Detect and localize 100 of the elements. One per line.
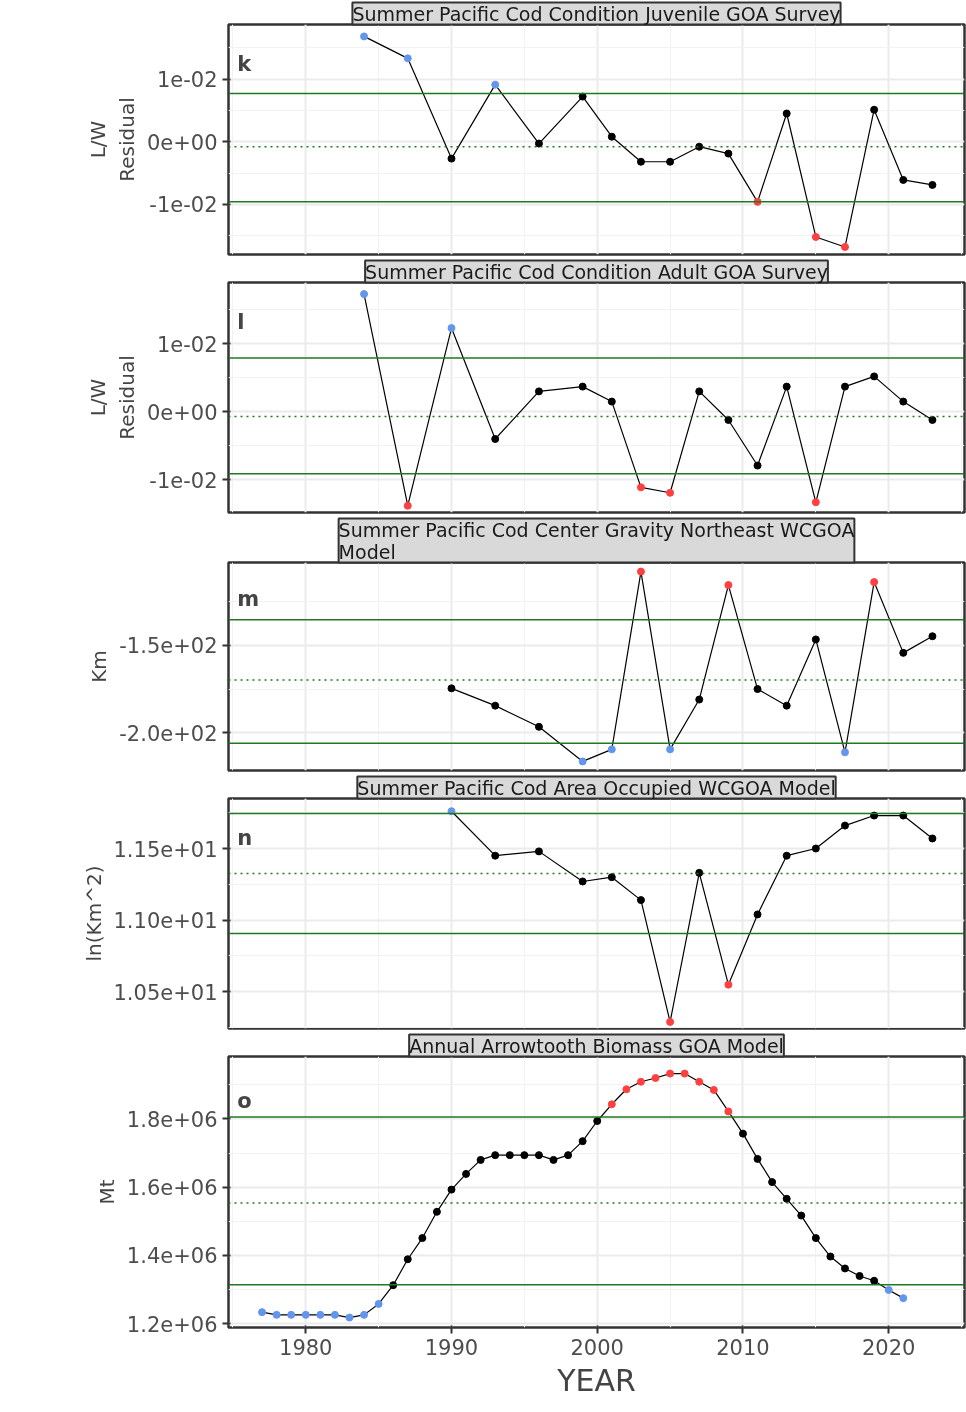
point xyxy=(840,242,849,251)
point xyxy=(695,142,704,151)
point xyxy=(753,1154,762,1163)
point xyxy=(578,92,587,101)
point xyxy=(491,1151,500,1160)
y-tick-label: 1.6e+06 xyxy=(126,1176,218,1201)
point xyxy=(636,483,645,492)
point xyxy=(811,232,820,241)
point xyxy=(578,382,587,391)
point xyxy=(695,387,704,396)
x-tick-label: 2020 xyxy=(861,1335,916,1360)
y-axis-title: Km xyxy=(87,650,112,683)
point xyxy=(418,1234,427,1243)
x-tick-label: 2010 xyxy=(716,1335,770,1360)
y-tick-label: 1.15e+01 xyxy=(113,837,218,862)
point xyxy=(491,435,500,443)
point xyxy=(301,1310,310,1319)
point xyxy=(899,1294,908,1303)
x-tick-label: 1990 xyxy=(424,1335,479,1360)
point xyxy=(855,1271,864,1280)
y-tick-label: 0e+00 xyxy=(146,400,218,425)
point xyxy=(374,1299,383,1308)
y-axis-title: L/W Residual xyxy=(86,355,139,440)
point xyxy=(782,851,791,860)
point xyxy=(899,648,908,657)
point xyxy=(447,684,456,693)
y-tick-label: 1.2e+06 xyxy=(126,1312,218,1337)
point xyxy=(534,139,543,148)
point xyxy=(753,910,762,919)
point xyxy=(505,1151,514,1160)
point xyxy=(724,415,733,424)
point xyxy=(636,896,645,905)
point xyxy=(578,877,587,886)
point xyxy=(724,581,733,590)
y-tick-label: -2.0e+02 xyxy=(119,721,218,746)
point xyxy=(520,1151,529,1160)
point xyxy=(695,695,704,704)
point xyxy=(666,1069,675,1078)
point xyxy=(403,54,412,63)
point xyxy=(840,821,849,830)
point xyxy=(870,105,879,114)
point xyxy=(782,382,791,391)
point xyxy=(578,1137,587,1146)
point xyxy=(447,154,456,163)
point xyxy=(753,461,762,470)
point xyxy=(870,1276,879,1285)
y-tick-label: 1.8e+06 xyxy=(126,1107,218,1132)
point xyxy=(607,873,616,882)
x-tick-label: 2000 xyxy=(570,1335,624,1360)
point xyxy=(666,1017,675,1026)
point xyxy=(928,180,937,189)
point xyxy=(840,748,849,757)
point xyxy=(724,1107,733,1116)
y-tick-label: -1.5e+02 xyxy=(119,634,218,659)
point xyxy=(899,397,908,406)
y-tick-label: -1e-02 xyxy=(149,193,218,218)
point xyxy=(811,844,820,853)
annotation: m xyxy=(237,587,260,612)
point xyxy=(607,132,616,141)
point xyxy=(316,1310,325,1319)
point xyxy=(287,1310,296,1319)
point xyxy=(928,834,937,843)
point xyxy=(403,1255,412,1264)
point xyxy=(695,868,704,877)
point xyxy=(272,1310,281,1319)
point xyxy=(870,578,879,587)
point xyxy=(607,745,616,754)
point xyxy=(549,1155,558,1164)
y-tick-label: 1.05e+01 xyxy=(113,980,218,1005)
point xyxy=(360,290,369,299)
point xyxy=(447,1185,456,1194)
point xyxy=(709,1085,718,1094)
point xyxy=(447,324,456,333)
point xyxy=(360,1310,369,1319)
point xyxy=(695,1077,704,1086)
point xyxy=(666,488,675,497)
point xyxy=(666,745,675,754)
chart-title: Summer Pacific Cod Center Gravity Northeast WCGOA Model xyxy=(338,518,855,563)
x-tick-label: 1980 xyxy=(279,1335,333,1360)
point xyxy=(476,1155,485,1164)
y-tick-label: 1.4e+06 xyxy=(126,1244,218,1269)
annotation: o xyxy=(237,1089,252,1114)
point xyxy=(345,1313,354,1322)
point xyxy=(680,1069,689,1078)
point xyxy=(607,1100,616,1109)
point xyxy=(826,1252,835,1261)
point xyxy=(811,635,820,644)
point xyxy=(928,415,937,424)
point xyxy=(360,32,369,41)
point xyxy=(491,851,500,860)
point xyxy=(870,372,879,381)
y-axis-title: ln(Km^2) xyxy=(81,865,106,962)
point xyxy=(593,1117,602,1125)
annotation: k xyxy=(237,52,253,77)
point xyxy=(636,567,645,576)
chart-title: Summer Pacific Cod Condition Juvenile GOA Survey xyxy=(352,2,841,25)
point xyxy=(811,1234,820,1243)
y-axis-title: Mt xyxy=(94,1179,119,1205)
y-tick-label: 0e+00 xyxy=(146,130,218,155)
annotation: l xyxy=(237,310,245,335)
